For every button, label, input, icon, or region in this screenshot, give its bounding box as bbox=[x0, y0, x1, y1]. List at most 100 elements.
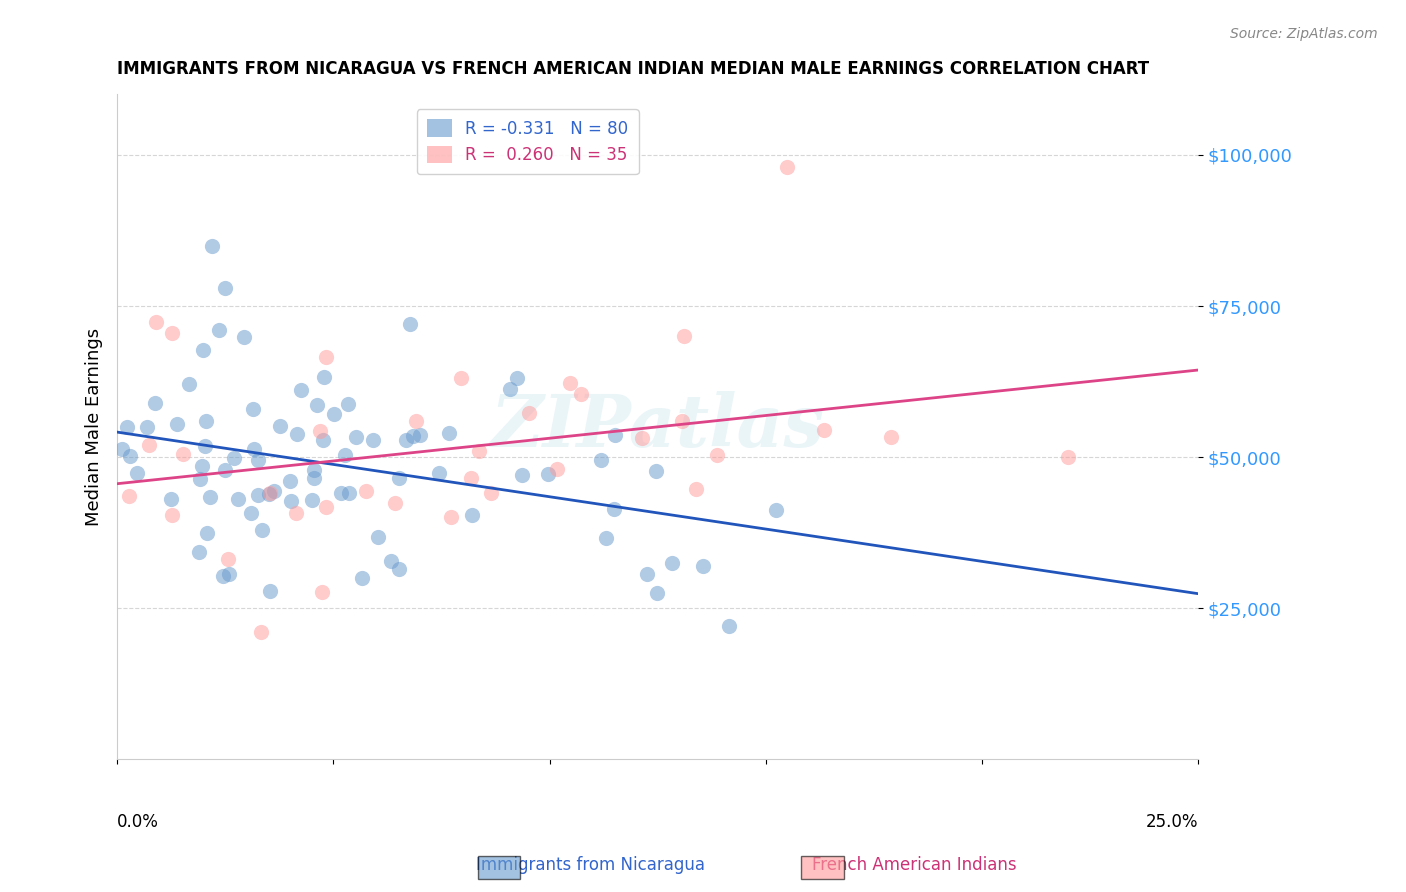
Immigrants from Nicaragua bbox=[243, 442, 266, 457]
Immigrants from Nicaragua bbox=[191, 343, 214, 357]
Immigrants from Nicaragua bbox=[179, 377, 201, 392]
Immigrants from Nicaragua bbox=[765, 502, 787, 516]
Immigrants from Nicaragua bbox=[214, 281, 236, 295]
French American Indians bbox=[217, 551, 239, 566]
Immigrants from Nicaragua bbox=[330, 486, 353, 500]
French American Indians bbox=[309, 425, 332, 439]
Immigrants from Nicaragua bbox=[125, 466, 148, 480]
Immigrants from Nicaragua bbox=[263, 483, 285, 498]
Immigrants from Nicaragua bbox=[302, 462, 325, 476]
Immigrants from Nicaragua bbox=[427, 466, 450, 480]
Immigrants from Nicaragua bbox=[214, 463, 236, 477]
French American Indians bbox=[405, 414, 427, 428]
Immigrants from Nicaragua bbox=[437, 425, 460, 440]
Immigrants from Nicaragua bbox=[312, 370, 335, 384]
Immigrants from Nicaragua bbox=[195, 526, 218, 541]
Immigrants from Nicaragua bbox=[305, 399, 328, 413]
Immigrants from Nicaragua bbox=[595, 531, 617, 545]
Immigrants from Nicaragua bbox=[257, 487, 280, 501]
Legend: R = -0.331   N = 80, R =  0.260   N = 35: R = -0.331 N = 80, R = 0.260 N = 35 bbox=[418, 110, 638, 174]
Immigrants from Nicaragua bbox=[395, 433, 418, 447]
French American Indians bbox=[1057, 450, 1080, 465]
Immigrants from Nicaragua bbox=[242, 401, 264, 416]
Immigrants from Nicaragua bbox=[402, 429, 425, 443]
Immigrants from Nicaragua bbox=[259, 584, 281, 599]
Immigrants from Nicaragua bbox=[387, 562, 409, 576]
Immigrants from Nicaragua bbox=[136, 419, 159, 434]
French American Indians bbox=[880, 430, 903, 444]
Immigrants from Nicaragua bbox=[603, 428, 626, 442]
French American Indians bbox=[479, 486, 502, 500]
Text: Immigrants from Nicaragua: Immigrants from Nicaragua bbox=[477, 856, 704, 874]
Immigrants from Nicaragua bbox=[160, 492, 183, 507]
French American Indians bbox=[776, 160, 799, 174]
French American Indians bbox=[250, 625, 273, 640]
French American Indians bbox=[162, 508, 184, 523]
French American Indians bbox=[546, 462, 568, 476]
French American Indians bbox=[468, 444, 491, 458]
Immigrants from Nicaragua bbox=[647, 586, 669, 600]
Immigrants from Nicaragua bbox=[193, 439, 215, 453]
Text: 0.0%: 0.0% bbox=[117, 813, 159, 830]
Immigrants from Nicaragua bbox=[226, 491, 249, 506]
French American Indians bbox=[439, 509, 461, 524]
French American Indians bbox=[706, 448, 728, 462]
Y-axis label: Median Male Earnings: Median Male Earnings bbox=[86, 328, 103, 526]
Immigrants from Nicaragua bbox=[388, 471, 411, 485]
Immigrants from Nicaragua bbox=[118, 450, 141, 464]
Title: IMMIGRANTS FROM NICARAGUA VS FRENCH AMERICAN INDIAN MEDIAN MALE EARNINGS CORRELA: IMMIGRANTS FROM NICARAGUA VS FRENCH AMER… bbox=[117, 60, 1149, 78]
Immigrants from Nicaragua bbox=[301, 492, 323, 507]
Immigrants from Nicaragua bbox=[240, 506, 263, 520]
Immigrants from Nicaragua bbox=[603, 501, 626, 516]
Text: 25.0%: 25.0% bbox=[1146, 813, 1198, 830]
Immigrants from Nicaragua bbox=[285, 426, 308, 441]
Immigrants from Nicaragua bbox=[461, 508, 484, 522]
Immigrants from Nicaragua bbox=[717, 619, 740, 633]
Immigrants from Nicaragua bbox=[537, 467, 560, 482]
French American Indians bbox=[384, 496, 406, 510]
French American Indians bbox=[631, 431, 654, 445]
French American Indians bbox=[671, 414, 693, 428]
Immigrants from Nicaragua bbox=[191, 459, 214, 474]
Immigrants from Nicaragua bbox=[350, 571, 373, 585]
Immigrants from Nicaragua bbox=[188, 472, 211, 486]
Immigrants from Nicaragua bbox=[399, 318, 422, 332]
Immigrants from Nicaragua bbox=[409, 427, 432, 442]
French American Indians bbox=[311, 585, 333, 599]
French American Indians bbox=[517, 406, 540, 420]
French American Indians bbox=[450, 370, 472, 384]
Immigrants from Nicaragua bbox=[499, 383, 522, 397]
French American Indians bbox=[685, 483, 707, 497]
Immigrants from Nicaragua bbox=[510, 468, 533, 483]
French American Indians bbox=[145, 315, 167, 329]
Immigrants from Nicaragua bbox=[117, 420, 139, 434]
Immigrants from Nicaragua bbox=[367, 530, 389, 544]
Immigrants from Nicaragua bbox=[195, 414, 218, 428]
Immigrants from Nicaragua bbox=[692, 558, 714, 573]
French American Indians bbox=[315, 500, 337, 515]
Immigrants from Nicaragua bbox=[361, 433, 384, 447]
Immigrants from Nicaragua bbox=[212, 569, 235, 583]
Immigrants from Nicaragua bbox=[636, 567, 658, 582]
Immigrants from Nicaragua bbox=[333, 448, 356, 462]
Immigrants from Nicaragua bbox=[278, 475, 301, 489]
Immigrants from Nicaragua bbox=[280, 494, 302, 508]
French American Indians bbox=[569, 387, 592, 401]
French American Indians bbox=[356, 483, 378, 498]
Immigrants from Nicaragua bbox=[247, 453, 270, 467]
Immigrants from Nicaragua bbox=[143, 396, 166, 410]
Immigrants from Nicaragua bbox=[290, 384, 312, 398]
Immigrants from Nicaragua bbox=[200, 491, 222, 505]
Immigrants from Nicaragua bbox=[188, 545, 211, 559]
French American Indians bbox=[138, 438, 160, 452]
French American Indians bbox=[284, 506, 307, 520]
French American Indians bbox=[460, 471, 482, 485]
Immigrants from Nicaragua bbox=[201, 238, 224, 252]
Immigrants from Nicaragua bbox=[250, 524, 273, 538]
Immigrants from Nicaragua bbox=[323, 407, 346, 421]
Immigrants from Nicaragua bbox=[208, 323, 231, 337]
Immigrants from Nicaragua bbox=[246, 488, 269, 502]
Immigrants from Nicaragua bbox=[344, 430, 367, 444]
Immigrants from Nicaragua bbox=[218, 567, 240, 582]
Text: French American Indians: French American Indians bbox=[811, 856, 1017, 874]
